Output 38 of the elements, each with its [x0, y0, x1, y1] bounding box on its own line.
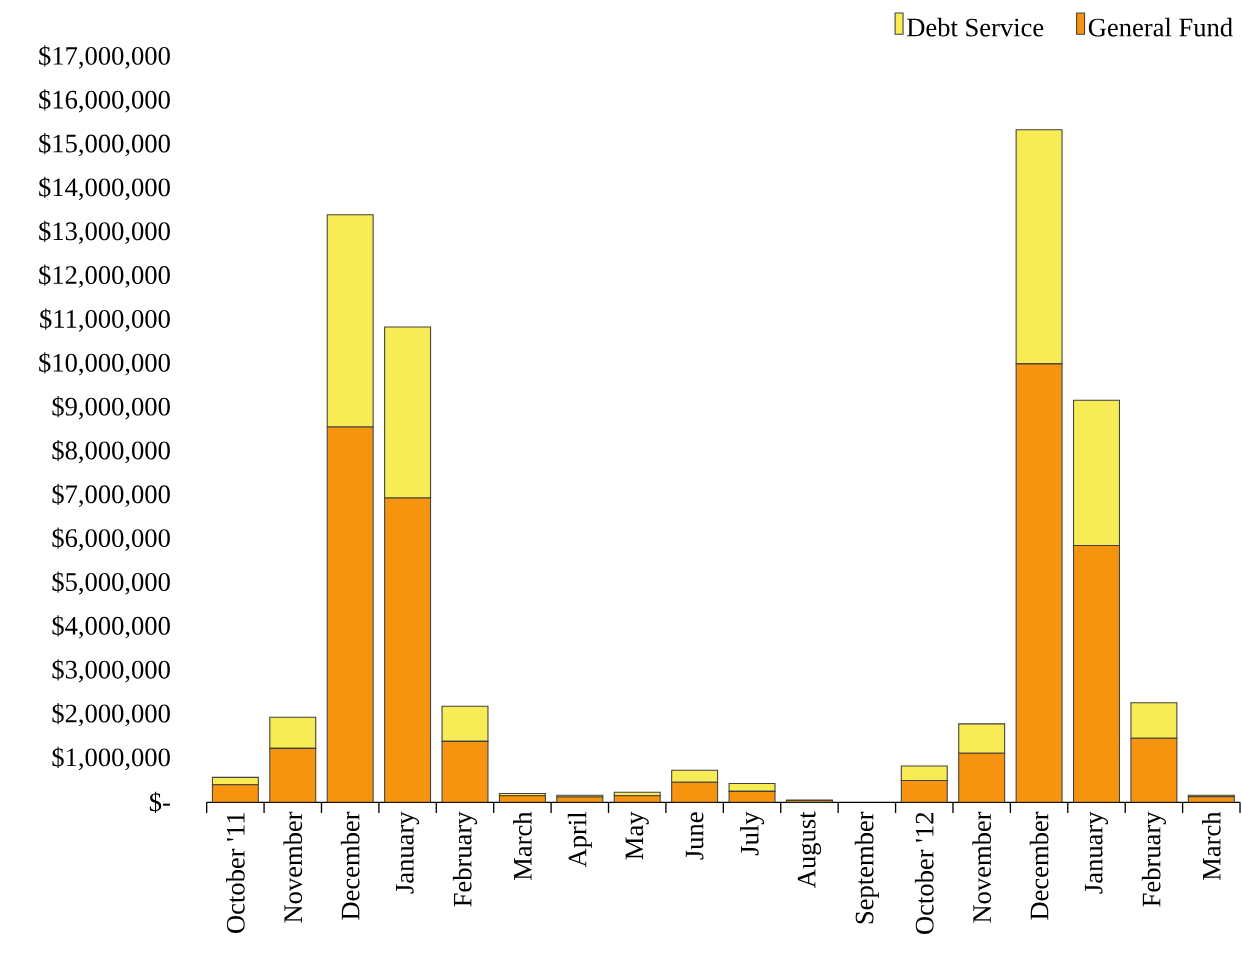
x-tick-label: June	[685, 812, 704, 860]
y-tick-label: $7,000,000	[52, 483, 170, 508]
y-tick-label: $13,000,000	[39, 220, 170, 245]
x-tick-label: February	[452, 811, 478, 907]
x-tick-label: April	[567, 811, 592, 868]
y-tick-label: $15,000,000	[39, 133, 170, 157]
y-tick-label: $3,000,000	[52, 659, 170, 683]
y-tick-label: $14,000,000	[39, 176, 170, 201]
y-tick-label: $5,000,000	[52, 571, 170, 595]
y-tick-label: $1,000,000	[52, 746, 170, 771]
x-tick-label: September	[854, 811, 879, 924]
y-tick-label: $11,000,000	[40, 308, 170, 332]
y-tick-label: $10,000,000	[39, 352, 170, 376]
x-tick-label: October '11	[226, 813, 245, 933]
y-tick-label: $2,000,000	[52, 702, 170, 727]
x-tick-label: December	[340, 811, 360, 920]
y-tick-label: $6,000,000	[52, 527, 170, 551]
x-tick-label: August	[797, 811, 822, 888]
x-tick-label: December	[1029, 811, 1049, 920]
x-tick-label: November	[283, 811, 303, 923]
x-tick-label: May	[625, 811, 649, 860]
y-tick-label: $9,000,000	[52, 396, 170, 420]
y-tick-label: $4,000,000	[52, 615, 170, 639]
y-tick-label: $-	[149, 791, 170, 813]
y-tick-label: $16,000,000	[39, 89, 170, 113]
y-tick-label: $8,000,000	[52, 439, 170, 464]
x-tick-label: February	[1141, 811, 1166, 907]
x-tick-label: March	[513, 811, 532, 881]
legend-label: Debt Service	[907, 17, 1044, 37]
x-tick-label: January	[396, 811, 420, 894]
legend-label: General Fund	[1088, 17, 1233, 37]
x-tick-label: October '12	[914, 812, 934, 934]
x-tick-label: March	[1201, 811, 1221, 881]
x-tick-label: July	[739, 811, 765, 856]
y-tick-label: $12,000,000	[39, 264, 170, 288]
x-tick-label: January	[1084, 811, 1109, 894]
y-tick-label: $17,000,000	[39, 45, 170, 69]
x-tick-label: November	[972, 811, 992, 923]
